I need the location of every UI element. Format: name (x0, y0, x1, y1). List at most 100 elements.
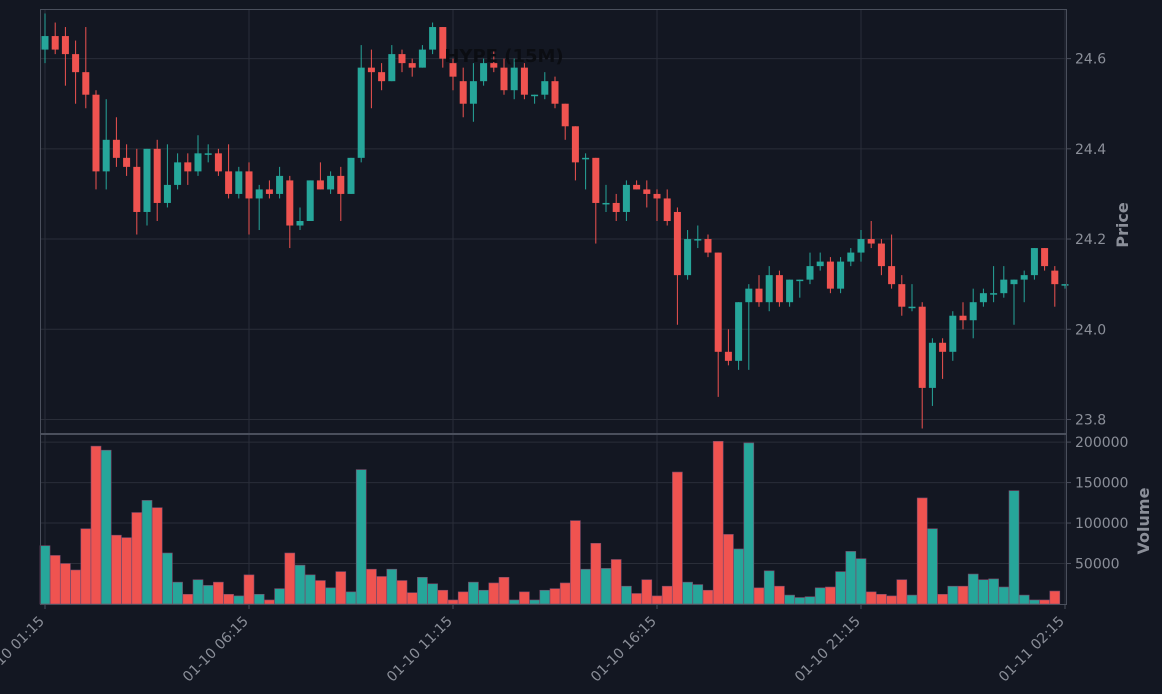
candle-body (286, 180, 294, 226)
candle-body (847, 252, 855, 262)
candle-body (724, 351, 732, 361)
volume-bar (998, 586, 1010, 605)
volume-bar (988, 578, 999, 605)
candle-body (133, 166, 141, 212)
volume-bar (233, 595, 245, 605)
volume-bar (202, 585, 214, 605)
volume-bar (427, 583, 438, 605)
volume-bar (733, 548, 744, 605)
volume-bar (621, 585, 632, 605)
price-tick-label: 23.8 (1075, 412, 1106, 428)
candle-body (551, 81, 559, 104)
candle-body (214, 153, 222, 172)
volume-bar (49, 555, 61, 605)
candle-body (82, 72, 90, 95)
candle-body (582, 157, 590, 160)
candle-body (276, 175, 284, 194)
candle-body (663, 198, 671, 221)
volume-bar (947, 585, 959, 605)
candle-body (531, 94, 539, 97)
volume-bar (661, 585, 673, 605)
candle-body (939, 342, 947, 352)
candle-body (235, 171, 243, 194)
candle-body (684, 239, 692, 276)
volume-bar (335, 571, 347, 605)
candle-body (622, 184, 630, 212)
candle-body (418, 49, 426, 68)
candle-body (367, 67, 375, 73)
candle-body (102, 139, 110, 172)
candle-body (112, 139, 120, 158)
volume-bar (794, 597, 806, 605)
candle-body (959, 315, 967, 321)
volume-bar (529, 599, 540, 605)
volume-bar (366, 568, 377, 605)
candle-body (469, 81, 477, 104)
candle-body (857, 239, 865, 253)
volume-bar (60, 563, 71, 605)
volume-bar (539, 589, 551, 605)
candle-body (500, 67, 508, 91)
volume-bar (315, 580, 326, 605)
volume-bar (641, 579, 653, 605)
candles (41, 13, 1069, 429)
volume-y-ticks: 50000 100000 150000 200000 (1066, 435, 1128, 573)
candle-body (184, 162, 192, 172)
volume-bar (886, 595, 897, 605)
volume-bar (916, 497, 928, 605)
candle-body (490, 63, 498, 68)
volume-bar (345, 591, 357, 605)
candle-body (949, 315, 957, 352)
volume-bar (855, 558, 867, 605)
candle-body (153, 148, 161, 203)
candle-body (296, 221, 304, 226)
candle-body (1041, 248, 1049, 267)
volume-bar (927, 528, 938, 605)
candle-body (61, 36, 69, 55)
volume-bar (1008, 490, 1020, 605)
candle-body (928, 342, 936, 388)
volume-bar (570, 520, 581, 605)
volume-bar (406, 592, 418, 605)
candle-body (898, 284, 906, 307)
candle-body (541, 81, 549, 95)
candle-body (735, 302, 743, 361)
price-tick-label: 24.0 (1075, 322, 1106, 338)
volume-bar (304, 574, 316, 605)
candle-body (704, 239, 712, 253)
price-tick-label: 24.4 (1075, 142, 1106, 158)
volume-bar (845, 551, 857, 605)
volume-bar (468, 581, 479, 605)
candle-body (174, 162, 182, 185)
volume-bar (600, 568, 612, 605)
candle-body (123, 157, 131, 167)
candle-body (388, 54, 396, 82)
candle-body (408, 63, 416, 68)
candle-body (245, 171, 253, 199)
volume-bar (100, 449, 112, 605)
volume-bar (682, 581, 693, 605)
volume-bar (967, 573, 979, 605)
volume-bar (957, 585, 969, 605)
candle-body (92, 94, 100, 172)
volume-axis-label: Volume (1134, 487, 1153, 554)
volume-bar (151, 507, 163, 605)
price-y-ticks: 23.8 24.0 24.2 24.4 24.6 (1066, 52, 1106, 428)
candle-body (439, 27, 447, 59)
candle-body (143, 148, 151, 212)
volume-bar (763, 570, 775, 605)
candle-body (347, 157, 355, 194)
candle-body (1030, 248, 1038, 276)
volume-bar (784, 594, 795, 605)
volume-bar (804, 596, 816, 605)
price-tick-label: 24.2 (1075, 232, 1106, 248)
volume-bar (937, 593, 948, 605)
volume-bar (631, 593, 642, 605)
candle-body (867, 239, 875, 244)
candle-body (612, 202, 620, 212)
volume-bar (396, 580, 408, 605)
candle-body (837, 261, 845, 289)
volume-bar (70, 569, 81, 605)
volume-bar (978, 579, 989, 605)
